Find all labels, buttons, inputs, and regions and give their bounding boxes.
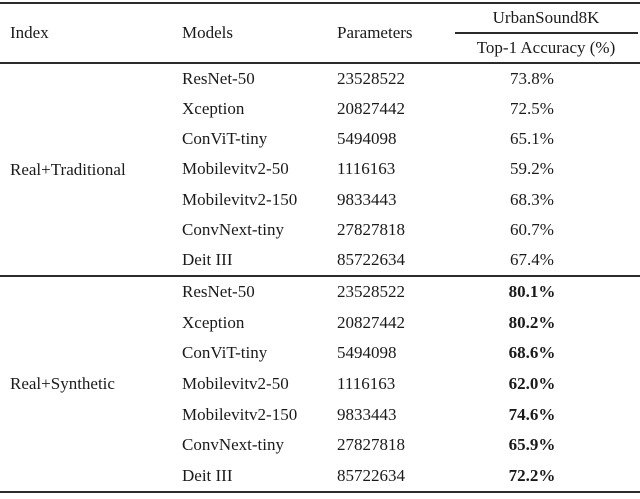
header-rule <box>0 62 640 64</box>
model-cell: Xception <box>182 312 245 332</box>
parameters-cell: 20827442 <box>337 312 405 332</box>
model-cell: Mobilevitv2-50 <box>182 159 289 179</box>
accuracy-cell: 80.2% <box>508 312 556 332</box>
header-index: Index <box>10 23 49 42</box>
parameters-cell: 20827442 <box>337 99 405 119</box>
accuracy-cell: 80.1% <box>508 282 556 302</box>
table-row: ConViT-tiny 5494098 65.1% <box>182 124 640 154</box>
model-cell: Mobilevitv2-150 <box>182 189 298 209</box>
parameters-cell: 1116163 <box>337 159 396 179</box>
model-cell: ResNet-50 <box>182 282 255 302</box>
accuracy-cell: 60.7% <box>510 219 554 239</box>
parameters-cell: 9833443 <box>337 189 397 209</box>
table-row: Mobilevitv2-50 1116163 59.2% <box>182 154 640 184</box>
accuracy-cell: 62.0% <box>508 374 556 394</box>
table-row: ConvNext-tiny 27827818 65.9% <box>182 430 640 461</box>
model-cell: ResNet-50 <box>182 69 255 89</box>
parameters-cell: 5494098 <box>337 129 397 149</box>
accuracy-cell: 65.9% <box>508 435 556 455</box>
accuracy-cell: 68.6% <box>508 343 556 363</box>
parameters-cell: 85722634 <box>337 465 405 485</box>
accuracy-cell: 72.5% <box>510 99 554 119</box>
table-row: Mobilevitv2-150 9833443 74.6% <box>182 399 640 430</box>
accuracy-cell: 73.8% <box>510 69 554 89</box>
dataset-column-rule <box>455 32 638 34</box>
group-rows: ResNet-50 23528522 73.8% Xception 20827442 72… <box>182 64 640 275</box>
table-header: Index Models Parameters UrbanSound8K Top… <box>0 4 640 62</box>
model-cell: Mobilevitv2-50 <box>182 374 289 394</box>
group-index-label: Real+Synthetic <box>10 374 115 393</box>
accuracy-cell: 59.2% <box>510 159 554 179</box>
header-accuracy-group: UrbanSound8K Top-1 Accuracy (%) <box>452 4 640 62</box>
model-cell: Xception <box>182 99 245 119</box>
header-models: Models <box>182 23 233 42</box>
parameters-cell: 9833443 <box>337 404 397 424</box>
model-cell: ConvNext-tiny <box>182 219 284 239</box>
model-cell: ConViT-tiny <box>182 129 268 149</box>
model-cell: Deit III <box>182 465 233 485</box>
table-row: Xception 20827442 80.2% <box>182 308 640 339</box>
accuracy-cell: 72.2% <box>508 465 556 485</box>
accuracy-cell: 65.1% <box>510 129 554 149</box>
table-row: ConViT-tiny 5494098 68.6% <box>182 338 640 369</box>
table-row: ResNet-50 23528522 80.1% <box>182 277 640 308</box>
parameters-cell: 27827818 <box>337 435 405 455</box>
header-metric: Top-1 Accuracy (%) <box>476 37 616 57</box>
table-group: Real+Synthetic ResNet-50 23528522 80.1% Xcep… <box>0 277 640 491</box>
parameters-cell: 85722634 <box>337 249 405 269</box>
header-dataset: UrbanSound8K <box>492 8 600 28</box>
table-row: Deit III 85722634 67.4% <box>182 245 640 275</box>
table-row: Deit III 85722634 72.2% <box>182 460 640 491</box>
parameters-cell: 1116163 <box>337 374 396 394</box>
header-parameters: Parameters <box>337 23 413 42</box>
table-group: Real+Traditional ResNet-50 23528522 73.8% Xc… <box>0 64 640 275</box>
group-separator-rule <box>0 275 640 277</box>
parameters-cell: 27827818 <box>337 219 405 239</box>
parameters-cell: 23528522 <box>337 282 405 302</box>
accuracy-cell: 68.3% <box>510 189 554 209</box>
model-cell: Deit III <box>182 249 233 269</box>
table-row: Mobilevitv2-50 1116163 62.0% <box>182 369 640 400</box>
model-cell: Mobilevitv2-150 <box>182 404 298 424</box>
model-cell: ConViT-tiny <box>182 343 268 363</box>
table-body: Real+Traditional ResNet-50 23528522 73.8% Xc… <box>0 64 640 491</box>
parameters-cell: 5494098 <box>337 343 397 363</box>
table-row: Xception 20827442 72.5% <box>182 94 640 124</box>
model-cell: ConvNext-tiny <box>182 435 284 455</box>
group-index-label: Real+Traditional <box>10 159 126 179</box>
parameters-cell: 23528522 <box>337 69 405 89</box>
table-row: Mobilevitv2-150 9833443 68.3% <box>182 185 640 215</box>
top-rule <box>0 2 640 4</box>
bottom-rule <box>0 491 640 493</box>
accuracy-cell: 67.4% <box>510 249 554 269</box>
group-rows: ResNet-50 23528522 80.1% Xception 20827442 80… <box>182 277 640 491</box>
table-row: ResNet-50 23528522 73.8% <box>182 64 640 94</box>
accuracy-cell: 74.6% <box>508 404 556 424</box>
table-row: ConvNext-tiny 27827818 60.7% <box>182 215 640 245</box>
